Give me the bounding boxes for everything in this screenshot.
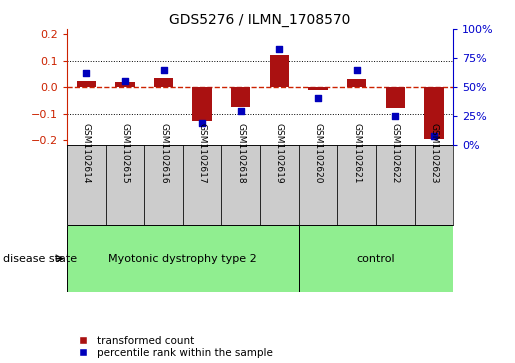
Bar [308,87,328,90]
Bar [193,87,212,122]
FancyBboxPatch shape [144,145,183,225]
Point [236,108,245,114]
Bar [347,79,366,87]
Point [159,67,167,73]
FancyBboxPatch shape [337,145,376,225]
Bar [154,78,173,87]
Point [82,70,91,76]
Point [275,46,283,52]
Text: GSM1102621: GSM1102621 [352,123,361,184]
FancyBboxPatch shape [260,145,299,225]
Point [391,113,400,119]
Text: GSM1102614: GSM1102614 [82,123,91,184]
Title: GDS5276 / ILMN_1708570: GDS5276 / ILMN_1708570 [169,13,351,26]
Point [352,67,360,73]
Text: GSM1102619: GSM1102619 [275,123,284,184]
Text: GSM1102620: GSM1102620 [314,123,322,184]
Bar [424,87,443,139]
Text: GSM1102617: GSM1102617 [198,123,207,184]
Text: control: control [356,254,396,264]
Bar [67,225,299,292]
Bar [77,81,96,87]
Text: Myotonic dystrophy type 2: Myotonic dystrophy type 2 [109,254,257,264]
FancyBboxPatch shape [183,145,221,225]
FancyBboxPatch shape [376,145,415,225]
Text: GSM1102622: GSM1102622 [391,123,400,184]
Point [121,78,129,83]
Bar [270,56,289,87]
Bar [231,87,250,107]
FancyBboxPatch shape [221,145,260,225]
FancyBboxPatch shape [106,145,144,225]
Bar [299,225,453,292]
Text: GSM1102615: GSM1102615 [121,123,129,184]
Point [314,95,322,101]
Text: disease state: disease state [3,254,77,264]
Point [430,133,438,139]
Bar [115,82,134,87]
Text: GSM1102616: GSM1102616 [159,123,168,184]
FancyBboxPatch shape [299,145,337,225]
Text: GSM1102623: GSM1102623 [430,123,438,184]
FancyBboxPatch shape [415,145,453,225]
Text: GSM1102618: GSM1102618 [236,123,245,184]
Legend: transformed count, percentile rank within the sample: transformed count, percentile rank withi… [72,336,273,358]
Bar [386,87,405,108]
FancyBboxPatch shape [67,145,106,225]
Point [198,120,206,126]
